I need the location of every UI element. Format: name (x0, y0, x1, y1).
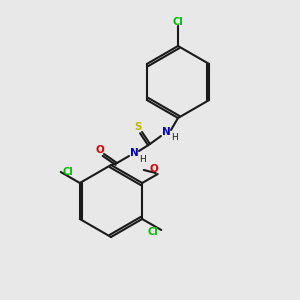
Text: H: H (171, 134, 177, 142)
Text: H: H (139, 154, 145, 164)
Text: Cl: Cl (62, 167, 73, 177)
Text: N: N (162, 127, 170, 137)
Text: Cl: Cl (148, 227, 159, 237)
Text: O: O (149, 164, 158, 174)
Text: N: N (130, 148, 138, 158)
Text: Cl: Cl (172, 17, 183, 27)
Text: S: S (134, 122, 142, 132)
Text: O: O (96, 145, 104, 155)
